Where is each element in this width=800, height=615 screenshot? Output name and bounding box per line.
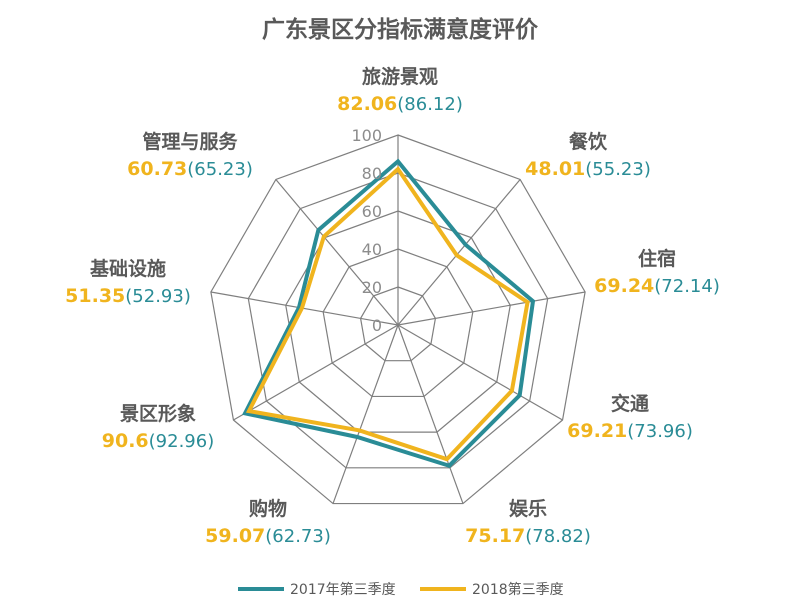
tick-label: 100 <box>351 126 382 145</box>
value-2017: (73.96) <box>627 421 693 442</box>
value-label: 75.17(78.82) <box>465 525 591 547</box>
category-label: 餐饮 <box>569 130 608 153</box>
tick-label: 0 <box>372 316 382 335</box>
category-label: 景区形象 <box>120 402 196 425</box>
category-labels: 旅游景观 82.06(86.12) 餐饮 48.01(55.23) 住宿 69.24(72… <box>65 65 720 547</box>
value-2018: 69.21 <box>567 420 627 442</box>
chart-title: 广东景区分指标满意度评价 <box>262 16 539 43</box>
category-label-group: 餐饮 48.01(55.23) <box>525 130 651 180</box>
value-2017: (86.12) <box>397 94 463 115</box>
grid-ring-100 <box>210 134 586 505</box>
grid-ring-60 <box>285 210 511 433</box>
category-label-group: 基础设施 51.35(52.93) <box>65 257 191 307</box>
category-label: 旅游景观 <box>362 65 438 88</box>
value-2017: (55.23) <box>585 159 651 180</box>
value-2018: 90.6 <box>102 430 149 452</box>
category-label-group: 管理与服务 60.73(65.23) <box>127 130 253 180</box>
category-label-group: 购物 59.07(62.73) <box>205 497 331 547</box>
value-label: 69.24(72.14) <box>594 275 720 297</box>
tick-label: 60 <box>362 202 382 221</box>
value-label: 48.01(55.23) <box>525 158 651 180</box>
series-line-2 <box>245 166 530 462</box>
category-label: 基础设施 <box>89 257 166 280</box>
radial-tick-labels: 0 20 40 60 80 100 <box>351 126 382 335</box>
legend-label: 2018第三季度 <box>472 581 564 598</box>
value-2018: 59.07 <box>205 525 265 547</box>
value-label: 82.06(86.12) <box>337 93 463 115</box>
value-2018: 69.24 <box>594 275 654 297</box>
category-label-group: 旅游景观 82.06(86.12) <box>337 65 463 115</box>
legend: 2017年第三季度 2018第三季度 <box>238 581 564 598</box>
value-2018: 82.06 <box>337 93 397 115</box>
value-2018: 60.73 <box>127 158 187 180</box>
grid-ring-20 <box>359 286 437 362</box>
spoke <box>397 179 521 326</box>
value-2017: (52.93) <box>125 286 191 307</box>
category-label: 交通 <box>611 392 650 415</box>
spoke <box>332 324 399 504</box>
category-label-group: 景区形象 90.6(92.96) <box>102 402 214 452</box>
value-label: 51.35(52.93) <box>65 285 191 307</box>
category-label: 管理与服务 <box>142 130 238 153</box>
tick-label: 40 <box>362 240 382 259</box>
category-label-group: 住宿 69.24(72.14) <box>594 247 720 297</box>
legend-label: 2017年第三季度 <box>290 581 396 598</box>
value-2018: 75.17 <box>465 525 525 547</box>
value-label: 69.21(73.96) <box>567 420 693 442</box>
spoke <box>397 324 563 421</box>
value-2017: (62.73) <box>265 526 331 547</box>
category-label-group: 交通 69.21(73.96) <box>567 392 693 442</box>
radar-grid <box>210 134 586 505</box>
value-2018: 51.35 <box>65 285 125 307</box>
tick-label: 80 <box>362 164 382 183</box>
grid-ring-40 <box>322 248 474 398</box>
spoke <box>233 324 399 421</box>
category-label-group: 娱乐 75.17(78.82) <box>465 497 591 547</box>
grid-ring-80 <box>247 172 549 469</box>
category-label: 娱乐 <box>509 497 547 520</box>
series-line-1 <box>242 158 536 468</box>
spoke <box>210 291 399 326</box>
spoke <box>397 291 586 326</box>
spoke <box>275 179 399 326</box>
value-label: 60.73(65.23) <box>127 158 253 180</box>
tick-label: 20 <box>362 278 382 297</box>
value-2017: (65.23) <box>187 159 253 180</box>
value-label: 59.07(62.73) <box>205 525 331 547</box>
value-2017: (92.96) <box>149 431 215 452</box>
category-label: 购物 <box>249 497 287 520</box>
category-label: 住宿 <box>638 247 676 270</box>
value-2017: (72.14) <box>654 276 720 297</box>
value-2017: (78.82) <box>525 526 591 547</box>
radar-series <box>242 158 536 468</box>
spoke <box>397 324 464 504</box>
value-label: 90.6(92.96) <box>102 430 214 452</box>
value-2018: 48.01 <box>525 158 585 180</box>
